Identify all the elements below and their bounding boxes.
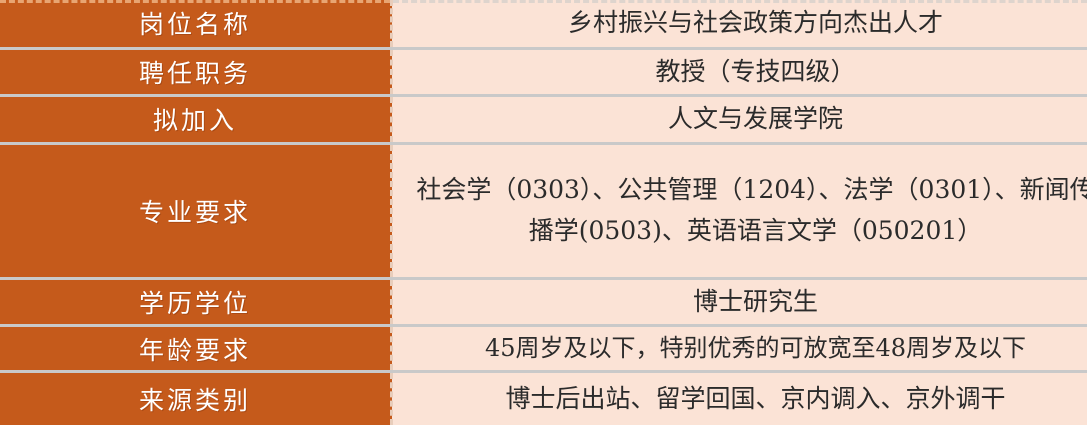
table-row: 来源类别 博士后出站、留学回国、京内调入、京外调干 [0, 372, 1087, 425]
row-label-target-college: 拟加入 [0, 96, 392, 144]
row-value-age-requirement: 45周岁及以下，特别优秀的可放宽至48周岁及以下 [392, 326, 1087, 372]
row-value-target-college: 人文与发展学院 [392, 96, 1087, 144]
row-value-source-category: 博士后出站、留学回国、京内调入、京外调干 [392, 372, 1087, 425]
row-label-major-requirement: 专业要求 [0, 143, 392, 278]
row-label-age-requirement: 年龄要求 [0, 326, 392, 372]
table-row: 聘任职务 教授（专技四级） [0, 48, 1087, 96]
row-value-appointed-position: 教授（专技四级） [392, 48, 1087, 96]
row-label-source-category: 来源类别 [0, 372, 392, 425]
table-row: 岗位名称 乡村振兴与社会政策方向杰出人才 [0, 0, 1087, 48]
table-top-border-right [393, 0, 1087, 3]
table-row: 年龄要求 45周岁及以下，特别优秀的可放宽至48周岁及以下 [0, 326, 1087, 372]
row-label-job-title: 岗位名称 [0, 0, 392, 48]
row-value-major-requirement: 社会学（0303）、公共管理（1204）、法学（0301）、新闻传播学(0503… [392, 143, 1087, 278]
table-row: 学历学位 博士研究生 [0, 278, 1087, 326]
table-top-border-left [0, 0, 390, 3]
row-label-education-degree: 学历学位 [0, 278, 392, 326]
table-row: 专业要求 社会学（0303）、公共管理（1204）、法学（0301）、新闻传播学… [0, 143, 1087, 278]
row-value-job-title: 乡村振兴与社会政策方向杰出人才 [392, 0, 1087, 48]
row-label-appointed-position: 聘任职务 [0, 48, 392, 96]
row-value-education-degree: 博士研究生 [392, 278, 1087, 326]
table-row: 拟加入 人文与发展学院 [0, 96, 1087, 144]
